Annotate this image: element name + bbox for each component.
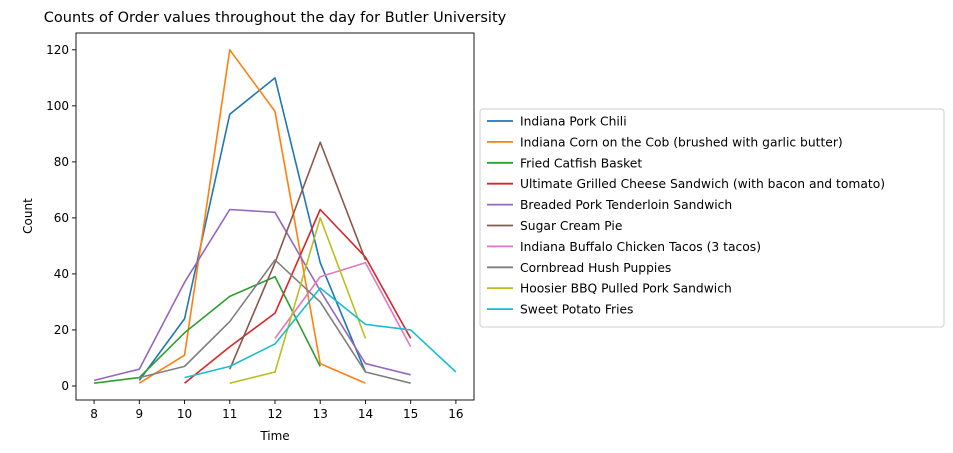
legend-box bbox=[479, 108, 945, 328]
y-tick-label: 100 bbox=[46, 99, 69, 113]
legend-label: Indiana Pork Chili bbox=[520, 115, 627, 129]
x-tick-label: 8 bbox=[90, 407, 98, 421]
y-tick-label: 120 bbox=[46, 43, 69, 57]
y-tick-label: 20 bbox=[54, 323, 69, 337]
legend-label: Sugar Cream Pie bbox=[520, 219, 622, 233]
legend-label: Indiana Buffalo Chicken Tacos (3 tacos) bbox=[520, 240, 761, 254]
x-tick-label: 16 bbox=[448, 407, 463, 421]
legend-label: Hoosier BBQ Pulled Pork Sandwich bbox=[520, 282, 732, 296]
series-line-5 bbox=[93, 208, 411, 382]
series-line-3 bbox=[93, 275, 321, 384]
series-line-4 bbox=[184, 208, 412, 384]
legend-label: Cornbread Hush Puppies bbox=[520, 261, 671, 275]
series-line-7 bbox=[274, 261, 412, 348]
x-tick-label: 11 bbox=[222, 407, 237, 421]
series-line-6 bbox=[229, 141, 367, 370]
x-tick-label: 15 bbox=[403, 407, 418, 421]
y-tick-label: 40 bbox=[54, 267, 69, 281]
y-tick-label: 0 bbox=[61, 379, 69, 393]
series-line-1 bbox=[138, 77, 367, 381]
plot-area: 8 9 10 11 12 13 14 15 16 0 20 40 60 80 100 120 bbox=[46, 32, 475, 421]
series-line-8 bbox=[139, 259, 411, 384]
plot-frame bbox=[75, 32, 475, 401]
x-tick-label: 14 bbox=[358, 407, 373, 421]
y-tick-label: 80 bbox=[54, 155, 69, 169]
series-line-9 bbox=[229, 217, 367, 384]
x-tick-label: 13 bbox=[313, 407, 328, 421]
y-tick-label: 60 bbox=[54, 211, 69, 225]
x-tick-label: 10 bbox=[177, 407, 192, 421]
x-tick-label: 9 bbox=[135, 407, 143, 421]
legend-label: Fried Catfish Basket bbox=[520, 156, 642, 170]
y-axis-label: Count bbox=[21, 198, 35, 234]
legend-label: Indiana Corn on the Cob (brushed with ga… bbox=[520, 135, 843, 149]
legend: Indiana Pork Chili Indiana Corn on the Co… bbox=[479, 108, 945, 328]
legend-label: Sweet Potato Fries bbox=[520, 303, 633, 317]
chart-title: Counts of Order values throughout the da… bbox=[44, 10, 507, 26]
series-line-10 bbox=[184, 287, 457, 379]
x-tick-label: 12 bbox=[267, 407, 282, 421]
x-axis-label: Time bbox=[259, 429, 289, 443]
legend-label: Ultimate Grilled Cheese Sandwich (with b… bbox=[520, 177, 885, 191]
series-line-2 bbox=[138, 49, 366, 384]
legend-label: Breaded Pork Tenderloin Sandwich bbox=[520, 198, 732, 212]
